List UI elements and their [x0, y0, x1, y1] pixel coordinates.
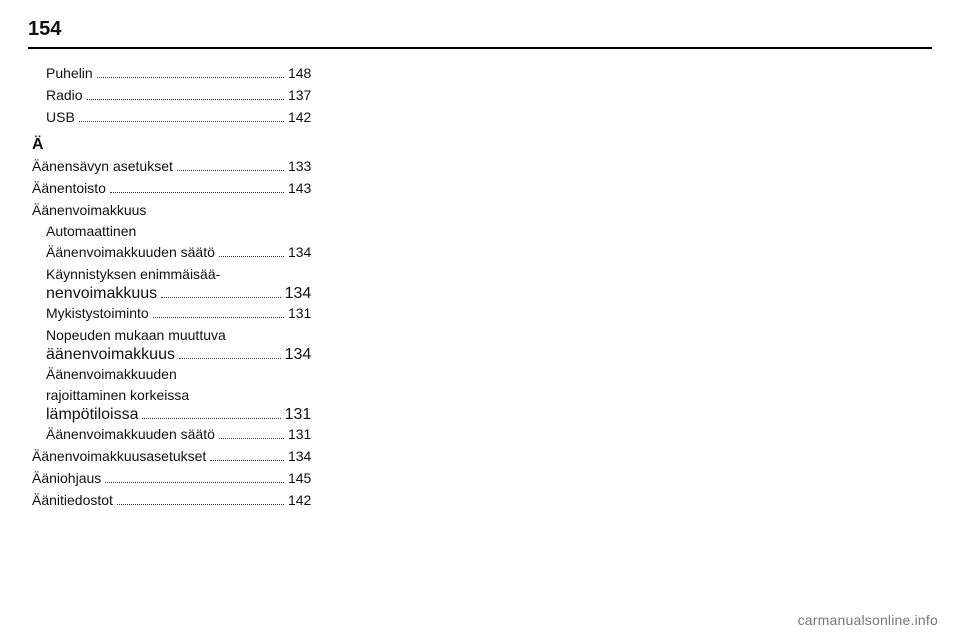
- page-number: 154: [28, 18, 932, 41]
- index-entry: Äänenvoimakkuusasetukset 134: [32, 446, 311, 467]
- index-entry-page: 134: [285, 346, 312, 364]
- index-entry-label: Äänenvoimakkuusasetukset: [32, 446, 206, 467]
- index-entry-label: Äänentoisto: [32, 178, 106, 199]
- index-entry: Radio 137: [32, 85, 311, 106]
- leader-dots: [177, 170, 284, 171]
- index-entry-page: 131: [285, 406, 312, 424]
- index-entry-label: Mykistystoiminto: [46, 303, 149, 324]
- index-entry-label: Puhelin: [46, 63, 93, 84]
- index-entry-label: lämpötiloissa: [46, 406, 138, 424]
- index-entry-label: Ääniohjaus: [32, 468, 101, 489]
- index-entry: USB 142: [32, 107, 311, 128]
- index-entry-line2: nenvoimakkuus 134: [46, 285, 311, 303]
- index-entry: Äänenvoimakkuuden säätö 131: [32, 424, 311, 445]
- index-entry: Äänentoisto 143: [32, 178, 311, 199]
- index-entry-label: Äänenvoimakkuuden säätö: [46, 242, 215, 263]
- leader-dots: [97, 77, 284, 78]
- watermark-text: carmanualsonline.info: [798, 612, 938, 628]
- index-entry-multiline: rajoittaminen korkeissalämpötiloissa 131: [32, 385, 311, 424]
- index-entry: Äänenvoimakkuuden säätö 134: [32, 242, 311, 263]
- leader-dots: [179, 358, 281, 359]
- leader-dots: [79, 121, 284, 122]
- index-entry-page: 133: [288, 156, 311, 177]
- index-entry-multiline: Nopeuden mukaan muuttuvaäänenvoimakkuus 1…: [32, 325, 311, 364]
- leader-dots: [219, 256, 284, 257]
- index-entry-label: äänenvoimakkuus: [46, 346, 175, 364]
- index-subheader: Äänenvoimakkuuden: [32, 364, 311, 385]
- index-entry-page: 137: [288, 85, 311, 106]
- index-entry-page: 134: [288, 242, 311, 263]
- index-entry-page: 148: [288, 63, 311, 84]
- index-entry-label: Radio: [46, 85, 83, 106]
- index-entry-page: 142: [288, 490, 311, 511]
- index-entry: Äänensävyn asetukset 133: [32, 156, 311, 177]
- index-entry: Äänitiedostot 142: [32, 490, 311, 511]
- leader-dots: [219, 438, 284, 439]
- section-letter: Ä: [32, 136, 311, 154]
- leader-dots: [105, 482, 284, 483]
- leader-dots: [110, 192, 284, 193]
- index-entry-page: 131: [288, 303, 311, 324]
- index-entry-label: Äänenvoimakkuuden säätö: [46, 424, 215, 445]
- leader-dots: [161, 297, 280, 298]
- index-entry-line2: äänenvoimakkuus 134: [46, 346, 311, 364]
- index-entry-line1: Käynnistyksen enimmäisää‐: [46, 264, 311, 285]
- leader-dots: [153, 317, 284, 318]
- index-entry-page: 145: [288, 468, 311, 489]
- index-entry-multiline: Käynnistyksen enimmäisää‐nenvoimakkuus 13…: [32, 264, 311, 303]
- leader-dots: [210, 460, 284, 461]
- leader-dots: [142, 418, 280, 419]
- page-container: 154 Puhelin 148 Radio 137 USB 142 Ä Äänensävyn …: [0, 0, 960, 642]
- index-subheader: Automaattinen: [32, 221, 311, 242]
- leader-dots: [117, 504, 284, 505]
- index-entry-page: 131: [288, 424, 311, 445]
- index-entry-label: Äänitiedostot: [32, 490, 113, 511]
- index-subheader: Äänenvoimakkuus: [32, 200, 311, 221]
- index-entry: Ääniohjaus 145: [32, 468, 311, 489]
- index-content: Puhelin 148 Radio 137 USB 142 Ä Äänensävyn aset…: [28, 59, 329, 511]
- index-entry: Puhelin 148: [32, 63, 311, 84]
- index-entry-line1: Nopeuden mukaan muuttuva: [46, 325, 311, 346]
- index-entry: Mykistystoiminto 131: [32, 303, 311, 324]
- index-entry-label: nenvoimakkuus: [46, 285, 157, 303]
- horizontal-rule: [28, 47, 932, 49]
- index-entry-line2: lämpötiloissa 131: [46, 406, 311, 424]
- index-entry-label: Äänensävyn asetukset: [32, 156, 173, 177]
- index-entry-page: 143: [288, 178, 311, 199]
- index-entry-label: USB: [46, 107, 75, 128]
- index-entry-page: 134: [285, 285, 312, 303]
- index-entry-page: 134: [288, 446, 311, 467]
- index-entry-page: 142: [288, 107, 311, 128]
- leader-dots: [87, 99, 284, 100]
- column-layout: Puhelin 148 Radio 137 USB 142 Ä Äänensävyn aset…: [28, 59, 932, 599]
- index-entry-line1: rajoittaminen korkeissa: [46, 385, 311, 406]
